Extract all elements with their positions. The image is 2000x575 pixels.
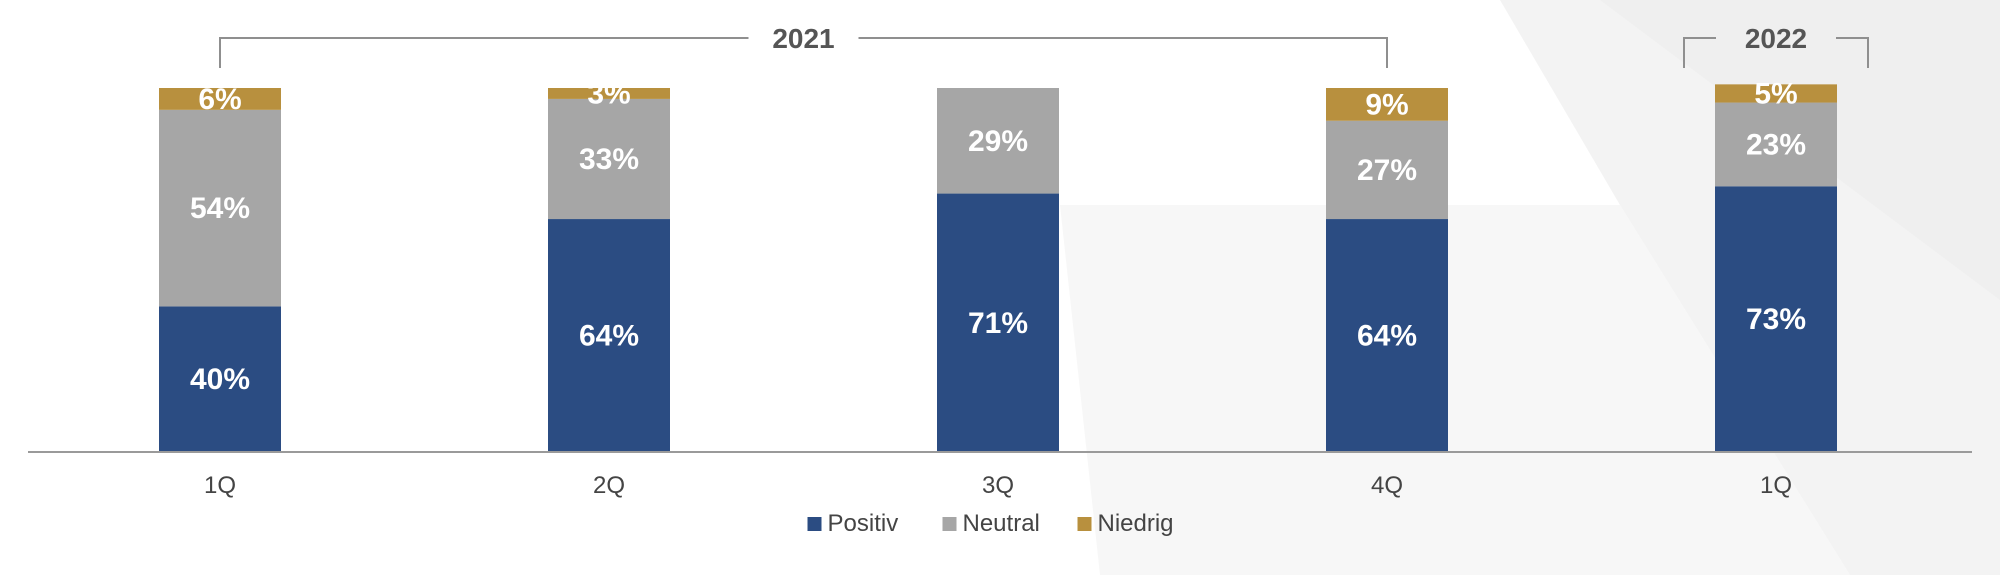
legend: Positiv Neutral Niedrig <box>807 510 1174 537</box>
x-tick-label: 3Q <box>982 472 1014 499</box>
bar-positiv-5 <box>1715 186 1837 452</box>
data-label-neutral-4: 27% <box>1357 154 1417 187</box>
bar-niedrig-1 <box>159 88 281 110</box>
data-label-niedrig-1: 6% <box>198 83 241 116</box>
bar-neutral-1 <box>159 109 281 307</box>
data-label-neutral-3: 29% <box>968 125 1028 158</box>
data-label-positiv-2: 64% <box>579 320 639 353</box>
data-label-positiv-4: 64% <box>1357 320 1417 353</box>
bar-niedrig-2 <box>548 88 670 99</box>
background-decoration <box>1060 0 2000 575</box>
legend-swatch-positiv <box>807 517 822 531</box>
bar-positiv-4 <box>1326 219 1448 452</box>
bracket-right-2022 <box>1836 37 1869 68</box>
x-tick-label: 1Q <box>1760 472 1792 499</box>
bg-shape <box>1060 205 1850 575</box>
data-label-neutral-2: 33% <box>579 143 639 176</box>
bracket-left-2022 <box>1683 37 1716 68</box>
bracket-right-2021 <box>858 37 1388 68</box>
data-label-positiv-1: 40% <box>190 363 250 396</box>
legend-label-positiv: Positiv <box>828 510 899 537</box>
year-label-2021: 2021 <box>772 23 834 54</box>
data-label-positiv-3: 71% <box>968 307 1028 340</box>
x-tick-label: 1Q <box>204 472 236 499</box>
bar-neutral-5 <box>1715 102 1837 187</box>
data-label-niedrig-2: 3% <box>587 77 630 110</box>
legend-swatch-neutral <box>942 517 957 531</box>
bar-neutral-2 <box>548 98 670 220</box>
legend-label-neutral: Neutral <box>963 510 1040 537</box>
bar-positiv-3 <box>937 193 1059 452</box>
x-axis: 1Q 2Q 3Q 4Q 1Q <box>28 451 1972 499</box>
year-label-2022: 2022 <box>1745 23 1807 54</box>
bracket-left-2021 <box>219 37 749 68</box>
x-tick-label: 4Q <box>1371 472 1403 499</box>
bar-positiv-2 <box>548 219 670 452</box>
legend-swatch-niedrig <box>1077 517 1092 531</box>
x-tick-label: 2Q <box>593 472 625 499</box>
data-label-positiv-5: 73% <box>1746 303 1806 336</box>
bar-niedrig-4 <box>1326 88 1448 121</box>
year-brackets: 2021 2022 <box>219 23 1869 68</box>
legend-label-niedrig: Niedrig <box>1098 510 1174 537</box>
bar-neutral-3 <box>937 88 1059 194</box>
bar-niedrig-5 <box>1715 84 1837 103</box>
bars-layer: 40% 54% 6% 64% 33% 3% 71% 29% 64% 27% 9% 73% 23% 5% <box>159 77 1837 452</box>
data-label-niedrig-4: 9% <box>1365 88 1408 121</box>
data-label-neutral-1: 54% <box>190 192 250 225</box>
bar-positiv-1 <box>159 306 281 452</box>
bar-neutral-4 <box>1326 120 1448 220</box>
data-label-niedrig-5: 5% <box>1754 77 1797 110</box>
data-label-neutral-5: 23% <box>1746 128 1806 161</box>
